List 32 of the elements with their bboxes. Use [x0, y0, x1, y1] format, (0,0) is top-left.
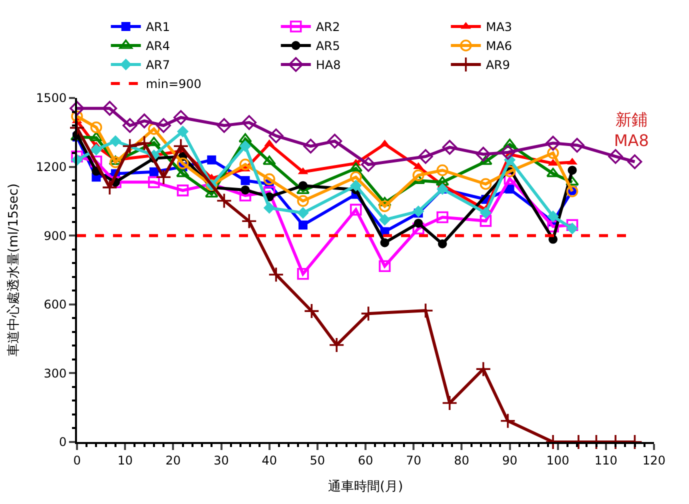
x-tick-label: 0 [73, 453, 81, 468]
x-tick-label: 30 [214, 453, 229, 468]
y-tick-label: 1200 [36, 160, 67, 174]
y-tick-label: 0 [58, 435, 67, 450]
x-axis-title: 通車時間(月) [328, 480, 404, 494]
y-tick-label: 1500 [36, 91, 67, 106]
x-tick-label: 70 [406, 453, 422, 468]
legend-label: AR5 [316, 39, 340, 54]
legend-label: AR4 [146, 39, 170, 54]
y-tick-label: 900 [44, 228, 67, 243]
legend-label: AR1 [146, 20, 170, 34]
x-tick-label: 80 [454, 453, 470, 468]
y-tick-label: 300 [44, 366, 67, 380]
x-tick-label: 40 [262, 453, 277, 468]
x-tick-label: 90 [502, 453, 518, 468]
legend-label: MA6 [486, 39, 512, 54]
y-axis-title: 車道中心處透水量(ml/15sec) [6, 183, 22, 357]
legend-label: MA3 [486, 20, 512, 34]
x-tick-label: 110 [594, 453, 618, 468]
x-tick-label: 20 [166, 453, 181, 468]
legend-label: AR7 [146, 58, 170, 72]
legend-label: HA8 [316, 58, 341, 72]
legend-label: AR9 [486, 58, 510, 72]
annotation: 新鋪 MA8 [614, 110, 649, 150]
x-tick-label: 50 [310, 453, 326, 468]
legend-label: AR2 [316, 20, 340, 34]
x-tick-label: 10 [117, 453, 133, 468]
y-tick-label: 600 [44, 298, 67, 312]
legend-label: min=900 [146, 77, 202, 92]
x-tick-label: 60 [358, 453, 374, 468]
x-tick-label: 120 [642, 453, 666, 468]
x-tick-label: 100 [546, 453, 570, 468]
